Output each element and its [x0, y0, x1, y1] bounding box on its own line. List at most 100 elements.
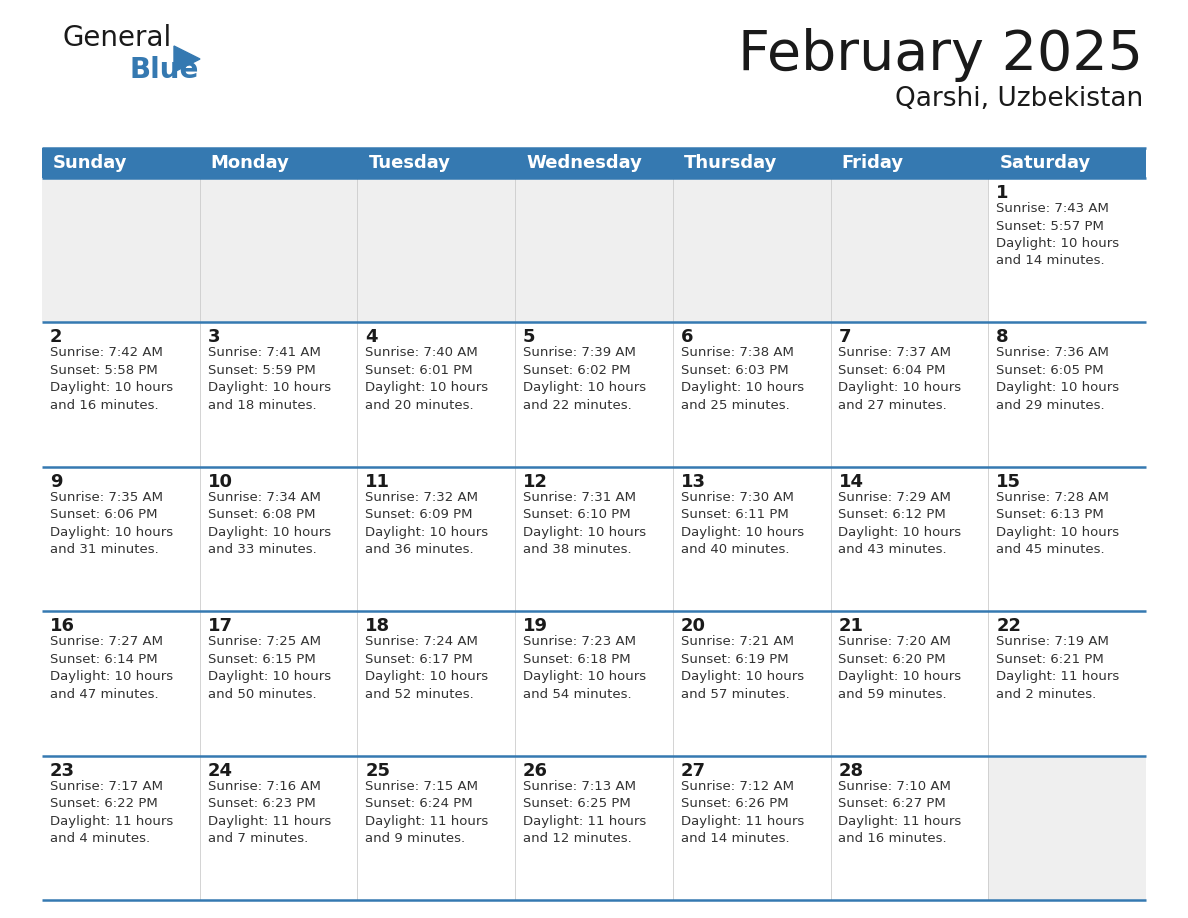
Text: General: General: [62, 24, 171, 52]
Text: Thursday: Thursday: [684, 154, 777, 172]
Bar: [200, 148, 358, 178]
Bar: [672, 178, 830, 322]
Text: 19: 19: [523, 617, 548, 635]
Bar: [200, 178, 358, 322]
Bar: [988, 178, 1146, 322]
Text: Wednesday: Wednesday: [526, 154, 642, 172]
Text: Sunrise: 7:15 AM
Sunset: 6:24 PM
Daylight: 11 hours
and 9 minutes.: Sunrise: 7:15 AM Sunset: 6:24 PM Dayligh…: [366, 779, 488, 845]
Bar: [358, 756, 516, 900]
Bar: [988, 756, 1146, 900]
Bar: [672, 466, 830, 611]
Text: Saturday: Saturday: [999, 154, 1091, 172]
Bar: [516, 466, 672, 611]
Text: Sunrise: 7:35 AM
Sunset: 6:06 PM
Daylight: 10 hours
and 31 minutes.: Sunrise: 7:35 AM Sunset: 6:06 PM Dayligh…: [50, 491, 173, 556]
Text: Monday: Monday: [210, 154, 290, 172]
Text: Sunrise: 7:24 AM
Sunset: 6:17 PM
Daylight: 10 hours
and 52 minutes.: Sunrise: 7:24 AM Sunset: 6:17 PM Dayligh…: [366, 635, 488, 700]
Bar: [830, 466, 988, 611]
Text: February 2025: February 2025: [738, 28, 1143, 82]
Text: Sunrise: 7:17 AM
Sunset: 6:22 PM
Daylight: 11 hours
and 4 minutes.: Sunrise: 7:17 AM Sunset: 6:22 PM Dayligh…: [50, 779, 173, 845]
Bar: [358, 322, 516, 466]
Text: Sunrise: 7:10 AM
Sunset: 6:27 PM
Daylight: 11 hours
and 16 minutes.: Sunrise: 7:10 AM Sunset: 6:27 PM Dayligh…: [839, 779, 962, 845]
Bar: [42, 322, 200, 466]
Text: Sunrise: 7:41 AM
Sunset: 5:59 PM
Daylight: 10 hours
and 18 minutes.: Sunrise: 7:41 AM Sunset: 5:59 PM Dayligh…: [208, 346, 330, 412]
Polygon shape: [173, 46, 200, 72]
Text: Sunrise: 7:30 AM
Sunset: 6:11 PM
Daylight: 10 hours
and 40 minutes.: Sunrise: 7:30 AM Sunset: 6:11 PM Dayligh…: [681, 491, 804, 556]
Bar: [988, 611, 1146, 756]
Text: 3: 3: [208, 329, 220, 346]
Text: Sunday: Sunday: [53, 154, 127, 172]
Text: 2: 2: [50, 329, 63, 346]
Text: Sunrise: 7:28 AM
Sunset: 6:13 PM
Daylight: 10 hours
and 45 minutes.: Sunrise: 7:28 AM Sunset: 6:13 PM Dayligh…: [997, 491, 1119, 556]
Text: 26: 26: [523, 762, 548, 779]
Text: 27: 27: [681, 762, 706, 779]
Text: 25: 25: [366, 762, 391, 779]
Bar: [200, 756, 358, 900]
Text: 15: 15: [997, 473, 1022, 491]
Bar: [42, 148, 200, 178]
Bar: [516, 322, 672, 466]
Text: 24: 24: [208, 762, 233, 779]
Bar: [516, 178, 672, 322]
Text: Qarshi, Uzbekistan: Qarshi, Uzbekistan: [895, 86, 1143, 112]
Text: Sunrise: 7:27 AM
Sunset: 6:14 PM
Daylight: 10 hours
and 47 minutes.: Sunrise: 7:27 AM Sunset: 6:14 PM Dayligh…: [50, 635, 173, 700]
Bar: [830, 756, 988, 900]
Text: Sunrise: 7:12 AM
Sunset: 6:26 PM
Daylight: 11 hours
and 14 minutes.: Sunrise: 7:12 AM Sunset: 6:26 PM Dayligh…: [681, 779, 804, 845]
Text: 11: 11: [366, 473, 391, 491]
Bar: [42, 466, 200, 611]
Text: 5: 5: [523, 329, 536, 346]
Text: 28: 28: [839, 762, 864, 779]
Text: Sunrise: 7:19 AM
Sunset: 6:21 PM
Daylight: 11 hours
and 2 minutes.: Sunrise: 7:19 AM Sunset: 6:21 PM Dayligh…: [997, 635, 1119, 700]
Text: 9: 9: [50, 473, 63, 491]
Bar: [672, 756, 830, 900]
Text: 6: 6: [681, 329, 694, 346]
Bar: [516, 611, 672, 756]
Text: Sunrise: 7:34 AM
Sunset: 6:08 PM
Daylight: 10 hours
and 33 minutes.: Sunrise: 7:34 AM Sunset: 6:08 PM Dayligh…: [208, 491, 330, 556]
Text: Sunrise: 7:13 AM
Sunset: 6:25 PM
Daylight: 11 hours
and 12 minutes.: Sunrise: 7:13 AM Sunset: 6:25 PM Dayligh…: [523, 779, 646, 845]
Text: 18: 18: [366, 617, 391, 635]
Bar: [42, 756, 200, 900]
Bar: [358, 148, 516, 178]
Text: 16: 16: [50, 617, 75, 635]
Text: Blue: Blue: [129, 56, 200, 84]
Text: Sunrise: 7:37 AM
Sunset: 6:04 PM
Daylight: 10 hours
and 27 minutes.: Sunrise: 7:37 AM Sunset: 6:04 PM Dayligh…: [839, 346, 961, 412]
Bar: [358, 466, 516, 611]
Text: Sunrise: 7:23 AM
Sunset: 6:18 PM
Daylight: 10 hours
and 54 minutes.: Sunrise: 7:23 AM Sunset: 6:18 PM Dayligh…: [523, 635, 646, 700]
Text: Sunrise: 7:32 AM
Sunset: 6:09 PM
Daylight: 10 hours
and 36 minutes.: Sunrise: 7:32 AM Sunset: 6:09 PM Dayligh…: [366, 491, 488, 556]
Text: Sunrise: 7:43 AM
Sunset: 5:57 PM
Daylight: 10 hours
and 14 minutes.: Sunrise: 7:43 AM Sunset: 5:57 PM Dayligh…: [997, 202, 1119, 267]
Text: 4: 4: [366, 329, 378, 346]
Text: Sunrise: 7:42 AM
Sunset: 5:58 PM
Daylight: 10 hours
and 16 minutes.: Sunrise: 7:42 AM Sunset: 5:58 PM Dayligh…: [50, 346, 173, 412]
Bar: [200, 611, 358, 756]
Text: Sunrise: 7:20 AM
Sunset: 6:20 PM
Daylight: 10 hours
and 59 minutes.: Sunrise: 7:20 AM Sunset: 6:20 PM Dayligh…: [839, 635, 961, 700]
Text: Sunrise: 7:38 AM
Sunset: 6:03 PM
Daylight: 10 hours
and 25 minutes.: Sunrise: 7:38 AM Sunset: 6:03 PM Dayligh…: [681, 346, 804, 412]
Bar: [200, 466, 358, 611]
Text: 20: 20: [681, 617, 706, 635]
Text: Sunrise: 7:16 AM
Sunset: 6:23 PM
Daylight: 11 hours
and 7 minutes.: Sunrise: 7:16 AM Sunset: 6:23 PM Dayligh…: [208, 779, 330, 845]
Text: 14: 14: [839, 473, 864, 491]
Text: 7: 7: [839, 329, 851, 346]
Text: Tuesday: Tuesday: [368, 154, 450, 172]
Bar: [42, 611, 200, 756]
Bar: [516, 756, 672, 900]
Text: 21: 21: [839, 617, 864, 635]
Bar: [988, 322, 1146, 466]
Text: 1: 1: [997, 184, 1009, 202]
Bar: [672, 148, 830, 178]
Bar: [358, 178, 516, 322]
Text: 10: 10: [208, 473, 233, 491]
Text: Sunrise: 7:21 AM
Sunset: 6:19 PM
Daylight: 10 hours
and 57 minutes.: Sunrise: 7:21 AM Sunset: 6:19 PM Dayligh…: [681, 635, 804, 700]
Bar: [672, 322, 830, 466]
Text: Sunrise: 7:25 AM
Sunset: 6:15 PM
Daylight: 10 hours
and 50 minutes.: Sunrise: 7:25 AM Sunset: 6:15 PM Dayligh…: [208, 635, 330, 700]
Bar: [516, 148, 672, 178]
Text: 17: 17: [208, 617, 233, 635]
Text: 22: 22: [997, 617, 1022, 635]
Bar: [42, 178, 200, 322]
Bar: [830, 322, 988, 466]
Bar: [988, 148, 1146, 178]
Text: Sunrise: 7:29 AM
Sunset: 6:12 PM
Daylight: 10 hours
and 43 minutes.: Sunrise: 7:29 AM Sunset: 6:12 PM Dayligh…: [839, 491, 961, 556]
Bar: [830, 611, 988, 756]
Bar: [358, 611, 516, 756]
Text: 23: 23: [50, 762, 75, 779]
Bar: [830, 178, 988, 322]
Text: Sunrise: 7:31 AM
Sunset: 6:10 PM
Daylight: 10 hours
and 38 minutes.: Sunrise: 7:31 AM Sunset: 6:10 PM Dayligh…: [523, 491, 646, 556]
Text: 8: 8: [997, 329, 1009, 346]
